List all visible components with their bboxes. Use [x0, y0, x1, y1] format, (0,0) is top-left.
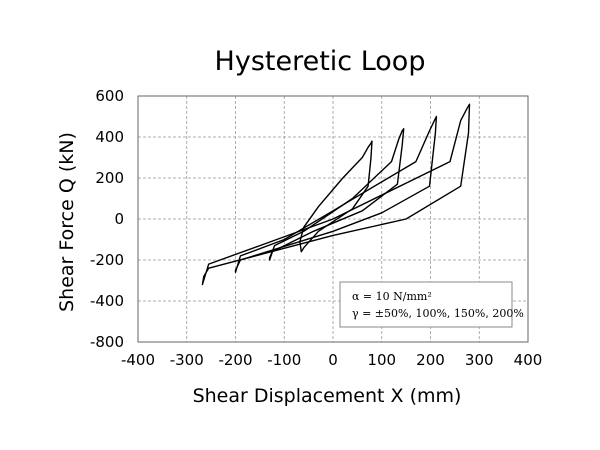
x-tick-labels: -400 -300 -200 -100 0 100 200 300 400 [121, 351, 542, 369]
y-axis-label: Shear Force Q (kN) [56, 132, 78, 312]
x-tick-label: 0 [328, 351, 338, 369]
x-tick-label: 200 [416, 351, 445, 369]
x-tick-label: -400 [121, 351, 155, 369]
x-tick-label: -100 [267, 351, 301, 369]
x-tick-label: 400 [514, 351, 543, 369]
y-tick-labels: -800 -400 -200 0 200 400 600 [90, 87, 124, 351]
chart-title: Hysteretic Loop [215, 46, 426, 77]
annotation-gamma: γ = ±50%, 100%, 150%, 200% [352, 307, 524, 320]
y-tick-label: 200 [95, 169, 124, 187]
y-tick-label: -200 [90, 251, 124, 269]
hysteresis-loop-4 [201, 103, 471, 286]
y-tick-label: -800 [90, 333, 124, 351]
y-tick-label: -400 [90, 292, 124, 310]
x-tick-label: 100 [367, 351, 396, 369]
x-axis-label: Shear Displacement X (mm) [193, 385, 462, 407]
x-tick-label: -300 [170, 351, 204, 369]
annotation-box: α = 10 N/mm² γ = ±50%, 100%, 150%, 200% [339, 281, 524, 328]
annotation-alpha: α = 10 N/mm² [352, 290, 432, 303]
plot-frame [137, 95, 529, 343]
x-tick-label: 300 [465, 351, 494, 369]
x-tick-label: -200 [218, 351, 252, 369]
loops [201, 103, 471, 286]
hysteresis-loop-3 [234, 115, 438, 273]
y-tick-label: 400 [95, 128, 124, 146]
y-tick-label: 0 [114, 210, 124, 228]
y-tick-label: 600 [95, 87, 124, 105]
